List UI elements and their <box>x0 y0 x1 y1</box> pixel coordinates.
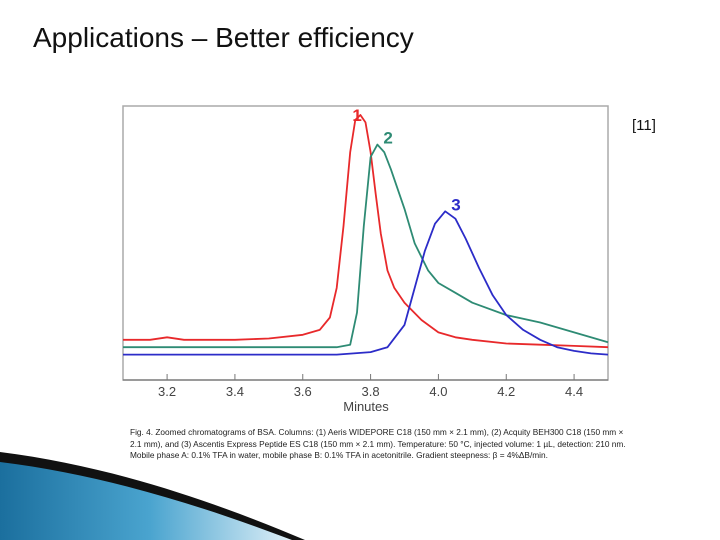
x-tick-label: 4.2 <box>497 384 515 399</box>
x-tick-label: 3.6 <box>294 384 312 399</box>
series-line-3 <box>123 210 609 356</box>
series-line-2 <box>123 143 609 349</box>
x-tick-label: 4.0 <box>429 384 447 399</box>
swoosh-dark <box>0 452 305 540</box>
swoosh-blue <box>0 456 300 540</box>
x-axis: 3.2 3.4 3.6 3.8 4.0 4.2 4.4 Minutes <box>123 374 608 414</box>
peak-label-1: 1 <box>352 106 361 125</box>
reference-label: [11] <box>632 117 656 134</box>
series-line-1 <box>123 114 609 349</box>
peak-label-3: 3 <box>451 195 460 214</box>
peak-label-2: 2 <box>383 129 392 148</box>
x-tick-label: 3.8 <box>362 384 380 399</box>
peak-labels: 1 2 3 <box>352 106 460 214</box>
x-tick-label: 3.2 <box>158 384 176 399</box>
x-tick-label: 4.4 <box>565 384 583 399</box>
series-layer <box>123 114 609 356</box>
figure-caption: Fig. 4. Zoomed chromatograms of BSA. Col… <box>130 427 626 461</box>
slide-title: Applications – Better efficiency <box>33 22 414 53</box>
plot-frame <box>122 105 609 381</box>
x-tick-label: 3.4 <box>226 384 244 399</box>
x-axis-label: Minutes <box>343 399 389 414</box>
